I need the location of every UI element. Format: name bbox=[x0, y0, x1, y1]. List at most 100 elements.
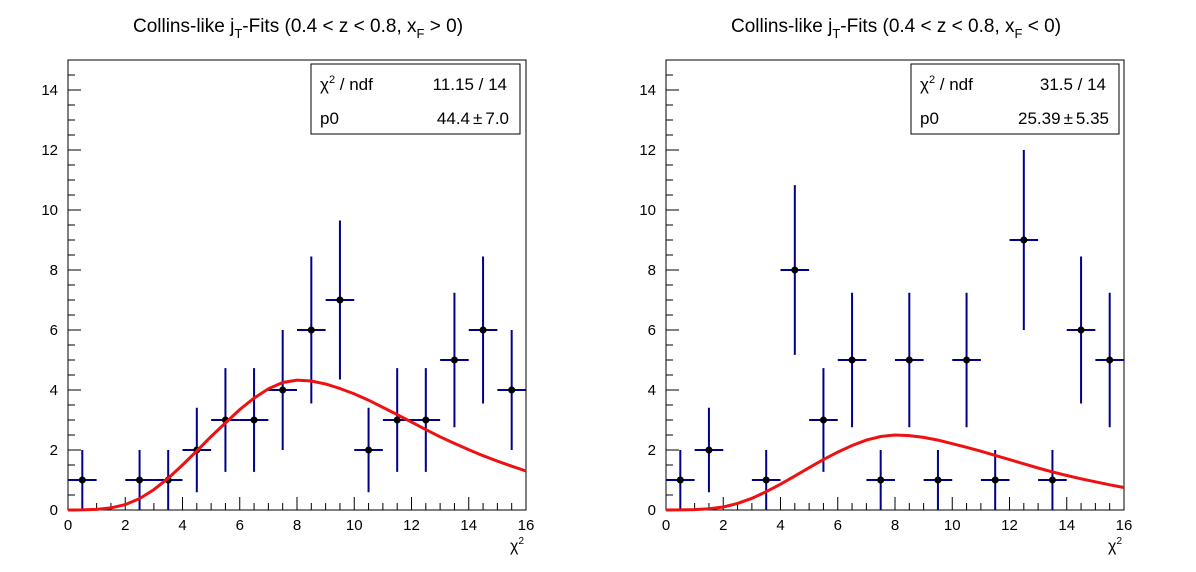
data-point bbox=[1038, 450, 1067, 510]
x-tick-label: 6 bbox=[834, 517, 842, 534]
y-tick-label: 0 bbox=[50, 502, 58, 519]
data-marker bbox=[1106, 356, 1114, 364]
y-tick-label: 10 bbox=[639, 202, 656, 219]
data-marker bbox=[393, 416, 401, 424]
x-tick-label: 10 bbox=[346, 517, 363, 534]
stats-box: χ2 / ndf 31.5 / 14 p0 25.39 ±5.35 bbox=[910, 63, 1120, 135]
data-point bbox=[666, 450, 695, 510]
y-tick-label: 4 bbox=[50, 382, 58, 399]
stats-p0-value: 25.39 ±5.35 bbox=[1018, 109, 1109, 128]
stats-p0-value: 44.4 ±7.0 bbox=[437, 109, 509, 128]
data-point bbox=[866, 450, 895, 510]
x-tick-label: 6 bbox=[236, 517, 244, 534]
fit-curve bbox=[67, 378, 527, 512]
stats-box-frame bbox=[310, 63, 521, 135]
data-marker bbox=[78, 476, 86, 484]
x-tick-label: 0 bbox=[64, 517, 72, 534]
y-tick-label: 2 bbox=[50, 442, 58, 459]
y-tick-label: 0 bbox=[648, 502, 656, 519]
x-tick-label: 4 bbox=[178, 517, 186, 534]
x-tick-label: 14 bbox=[460, 517, 477, 534]
data-point bbox=[923, 450, 953, 510]
data-point bbox=[297, 256, 326, 404]
data-marker bbox=[422, 416, 430, 424]
data-point bbox=[980, 450, 1010, 510]
data-point bbox=[268, 330, 297, 450]
data-marker bbox=[479, 326, 487, 334]
x-tick-label: 0 bbox=[662, 517, 670, 534]
x-axis-label: χ2 bbox=[510, 536, 524, 555]
chart-panel-left: Collins-like jT-Fits (0.4 < z < 0.8, xF … bbox=[41, 16, 534, 555]
data-marker bbox=[1020, 236, 1028, 244]
data-point bbox=[1066, 256, 1096, 404]
data-marker bbox=[991, 476, 999, 484]
x-tick-label: 8 bbox=[293, 517, 301, 534]
data-marker bbox=[1048, 476, 1056, 484]
data-marker bbox=[250, 416, 258, 424]
data-marker bbox=[676, 476, 684, 484]
data-marker bbox=[307, 326, 315, 334]
fit-curve bbox=[665, 433, 1125, 512]
data-marker bbox=[877, 476, 885, 484]
data-point bbox=[837, 292, 867, 428]
stats-box: χ2 / ndf 11.15 / 14 p0 44.4 ±7.0 bbox=[310, 63, 521, 135]
x-tick-label: 10 bbox=[944, 517, 961, 534]
y-tick-label: 8 bbox=[50, 262, 58, 279]
data-points bbox=[68, 220, 526, 510]
stats-chi2-value: 31.5 / 14 bbox=[1040, 75, 1106, 94]
data-point bbox=[751, 450, 781, 510]
stats-chi2-label: χ2 / ndf bbox=[320, 74, 373, 94]
x-axis-label: χ2 bbox=[1108, 536, 1122, 555]
data-point bbox=[382, 368, 412, 472]
data-marker bbox=[791, 266, 799, 274]
y-tick-label: 4 bbox=[648, 382, 656, 399]
data-marker bbox=[508, 386, 516, 394]
x-tick-label: 16 bbox=[518, 517, 535, 534]
x-tick-label: 8 bbox=[891, 517, 899, 534]
y-tick-label: 14 bbox=[639, 82, 656, 99]
data-point bbox=[952, 292, 981, 428]
data-point bbox=[809, 368, 838, 472]
data-marker bbox=[1077, 326, 1085, 334]
x-tick-labels: 0 2 4 6 8 10 12 14 16 bbox=[662, 517, 1133, 534]
data-point bbox=[694, 407, 724, 493]
stats-p0-label: p0 bbox=[320, 109, 339, 128]
data-point bbox=[497, 330, 526, 450]
y-tick-label: 6 bbox=[50, 322, 58, 339]
y-tick-label: 10 bbox=[41, 202, 58, 219]
y-tick-labels: 0 2 4 6 8 10 12 14 bbox=[639, 82, 656, 519]
x-tick-label: 14 bbox=[1058, 517, 1075, 534]
data-marker bbox=[762, 476, 770, 484]
data-marker bbox=[705, 446, 713, 454]
data-point bbox=[1095, 292, 1124, 428]
y-tick-label: 8 bbox=[648, 262, 656, 279]
chart-title: Collins-like jT-Fits (0.4 < z < 0.8, xF … bbox=[133, 16, 463, 41]
data-marker bbox=[336, 296, 344, 304]
data-point bbox=[468, 256, 498, 404]
data-points bbox=[666, 150, 1124, 510]
x-tick-labels: 0 2 4 6 8 10 12 14 16 bbox=[64, 517, 535, 534]
axis-ticks bbox=[665, 59, 1125, 511]
chart-panel-right: Collins-like jT-Fits (0.4 < z < 0.8, xF … bbox=[639, 16, 1132, 555]
data-point bbox=[780, 185, 810, 355]
y-tick-labels: 0 2 4 6 8 10 12 14 bbox=[41, 82, 58, 519]
x-tick-label: 16 bbox=[1116, 517, 1133, 534]
data-point bbox=[440, 292, 469, 428]
data-marker bbox=[848, 356, 856, 364]
x-tick-label: 2 bbox=[719, 517, 727, 534]
stats-chi2-label: χ2 / ndf bbox=[920, 74, 973, 94]
y-tick-label: 12 bbox=[41, 142, 58, 159]
y-tick-label: 14 bbox=[41, 82, 58, 99]
x-tick-label: 12 bbox=[1001, 517, 1018, 534]
data-marker bbox=[905, 356, 913, 364]
x-tick-label: 12 bbox=[403, 517, 420, 534]
data-point bbox=[68, 450, 97, 510]
stats-box-frame bbox=[910, 63, 1120, 135]
stats-p0-label: p0 bbox=[920, 109, 939, 128]
data-point bbox=[895, 292, 924, 428]
chart-title: Collins-like jT-Fits (0.4 < z < 0.8, xF … bbox=[731, 16, 1061, 41]
data-marker bbox=[963, 356, 971, 364]
data-marker bbox=[136, 476, 144, 484]
y-tick-label: 2 bbox=[648, 442, 656, 459]
